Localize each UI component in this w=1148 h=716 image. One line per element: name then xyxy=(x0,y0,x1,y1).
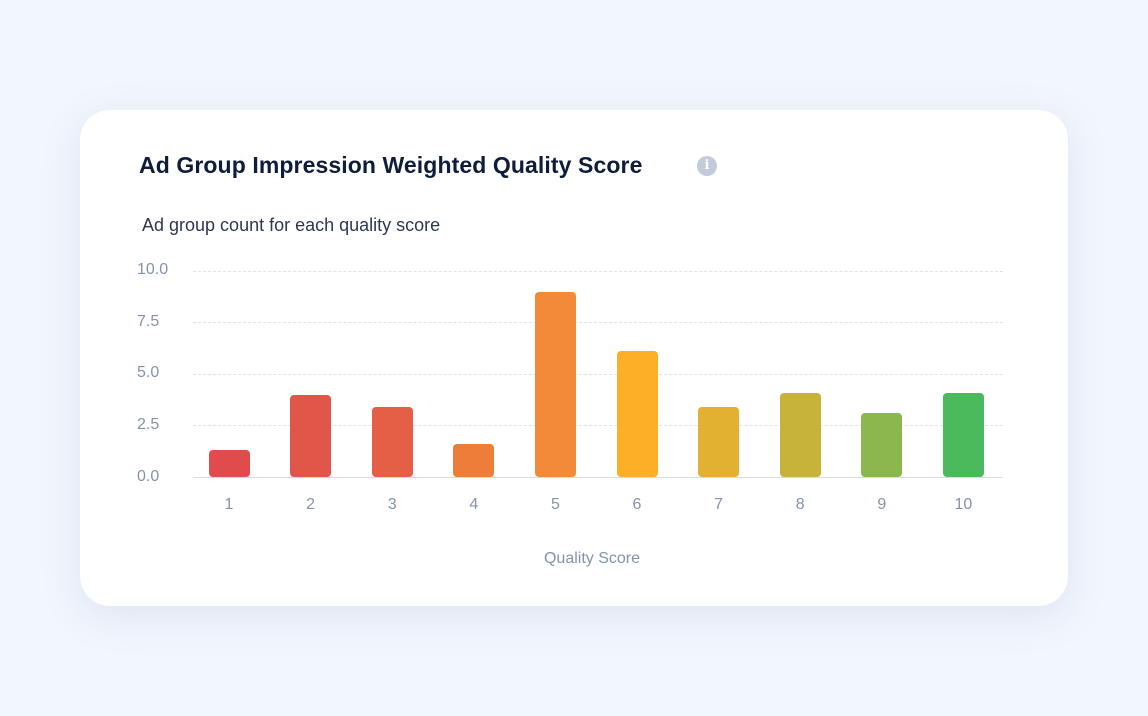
gridline xyxy=(193,322,1003,323)
bar-10[interactable] xyxy=(942,392,984,477)
y-tick: 10.0 xyxy=(137,261,169,278)
bar-6[interactable] xyxy=(616,351,658,477)
bar-5[interactable] xyxy=(534,291,576,477)
bar-9[interactable] xyxy=(861,413,903,477)
gridline xyxy=(193,374,1003,375)
bar-8[interactable] xyxy=(779,392,821,477)
x-tick: 5 xyxy=(550,496,560,513)
gridline xyxy=(193,425,1003,426)
bar-7[interactable] xyxy=(698,406,740,477)
y-tick: 7.5 xyxy=(137,313,160,330)
bar-3[interactable] xyxy=(371,406,413,477)
bar-1[interactable] xyxy=(208,450,250,477)
x-axis-line xyxy=(193,477,1003,478)
x-tick: 9 xyxy=(877,496,887,513)
x-tick: 7 xyxy=(714,496,724,513)
y-tick: 5.0 xyxy=(137,364,160,381)
x-tick: 1 xyxy=(224,496,234,513)
chart-card: Ad Group Impression Weighted Quality Sco… xyxy=(80,110,1068,606)
y-tick: 0.0 xyxy=(137,468,160,485)
chart-title: Ad Group Impression Weighted Quality Sco… xyxy=(139,152,643,178)
y-tick: 2.5 xyxy=(137,416,160,433)
bar-2[interactable] xyxy=(290,394,332,477)
x-tick: 4 xyxy=(469,496,479,513)
chart-subtitle: Ad group count for each quality score xyxy=(142,215,441,235)
gridline xyxy=(193,271,1003,272)
x-tick: 6 xyxy=(632,496,642,513)
bar-chart: 10.0 7.5 5.0 2.5 0.0 1 2 3 4 5 6 7 8 9 10 Quality… xyxy=(80,110,1068,606)
x-tick: 2 xyxy=(306,496,316,513)
x-tick: 3 xyxy=(387,496,397,513)
x-tick: 8 xyxy=(795,496,805,513)
x-axis-label: Quality Score xyxy=(543,550,641,567)
x-tick: 10 xyxy=(954,496,973,513)
info-icon[interactable]: i xyxy=(697,156,717,176)
bar-4[interactable] xyxy=(453,444,495,477)
